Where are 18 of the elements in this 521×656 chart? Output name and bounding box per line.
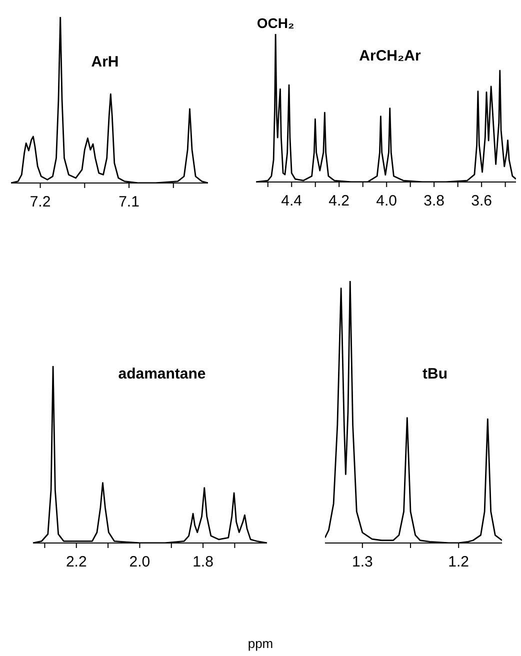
x-tick-label: 4.4 <box>281 192 302 210</box>
text: ArH <box>91 54 119 70</box>
x-tick-label: 1.8 <box>192 554 214 571</box>
x-tick-label: 3.6 <box>471 192 492 210</box>
x-tick-label: 4.2 <box>328 192 350 210</box>
x-tick-label: 2.2 <box>66 554 87 571</box>
annotation: OCH₂ <box>256 15 294 31</box>
x-tick-label: 2.0 <box>129 554 150 571</box>
x-tick-label: 1.3 <box>352 554 373 571</box>
x-tick-label: 7.2 <box>30 194 51 211</box>
chart-title: adamantane <box>118 366 206 382</box>
x-tick-label: 1.2 <box>448 554 470 571</box>
text: tBu <box>422 366 448 382</box>
x-tick-label: 7.1 <box>118 194 140 211</box>
x-tick-label: 4.0 <box>376 192 398 210</box>
text: ppm <box>246 636 274 651</box>
text: ArCH₂Ar <box>359 48 421 64</box>
x-tick-label: 3.8 <box>424 192 445 210</box>
